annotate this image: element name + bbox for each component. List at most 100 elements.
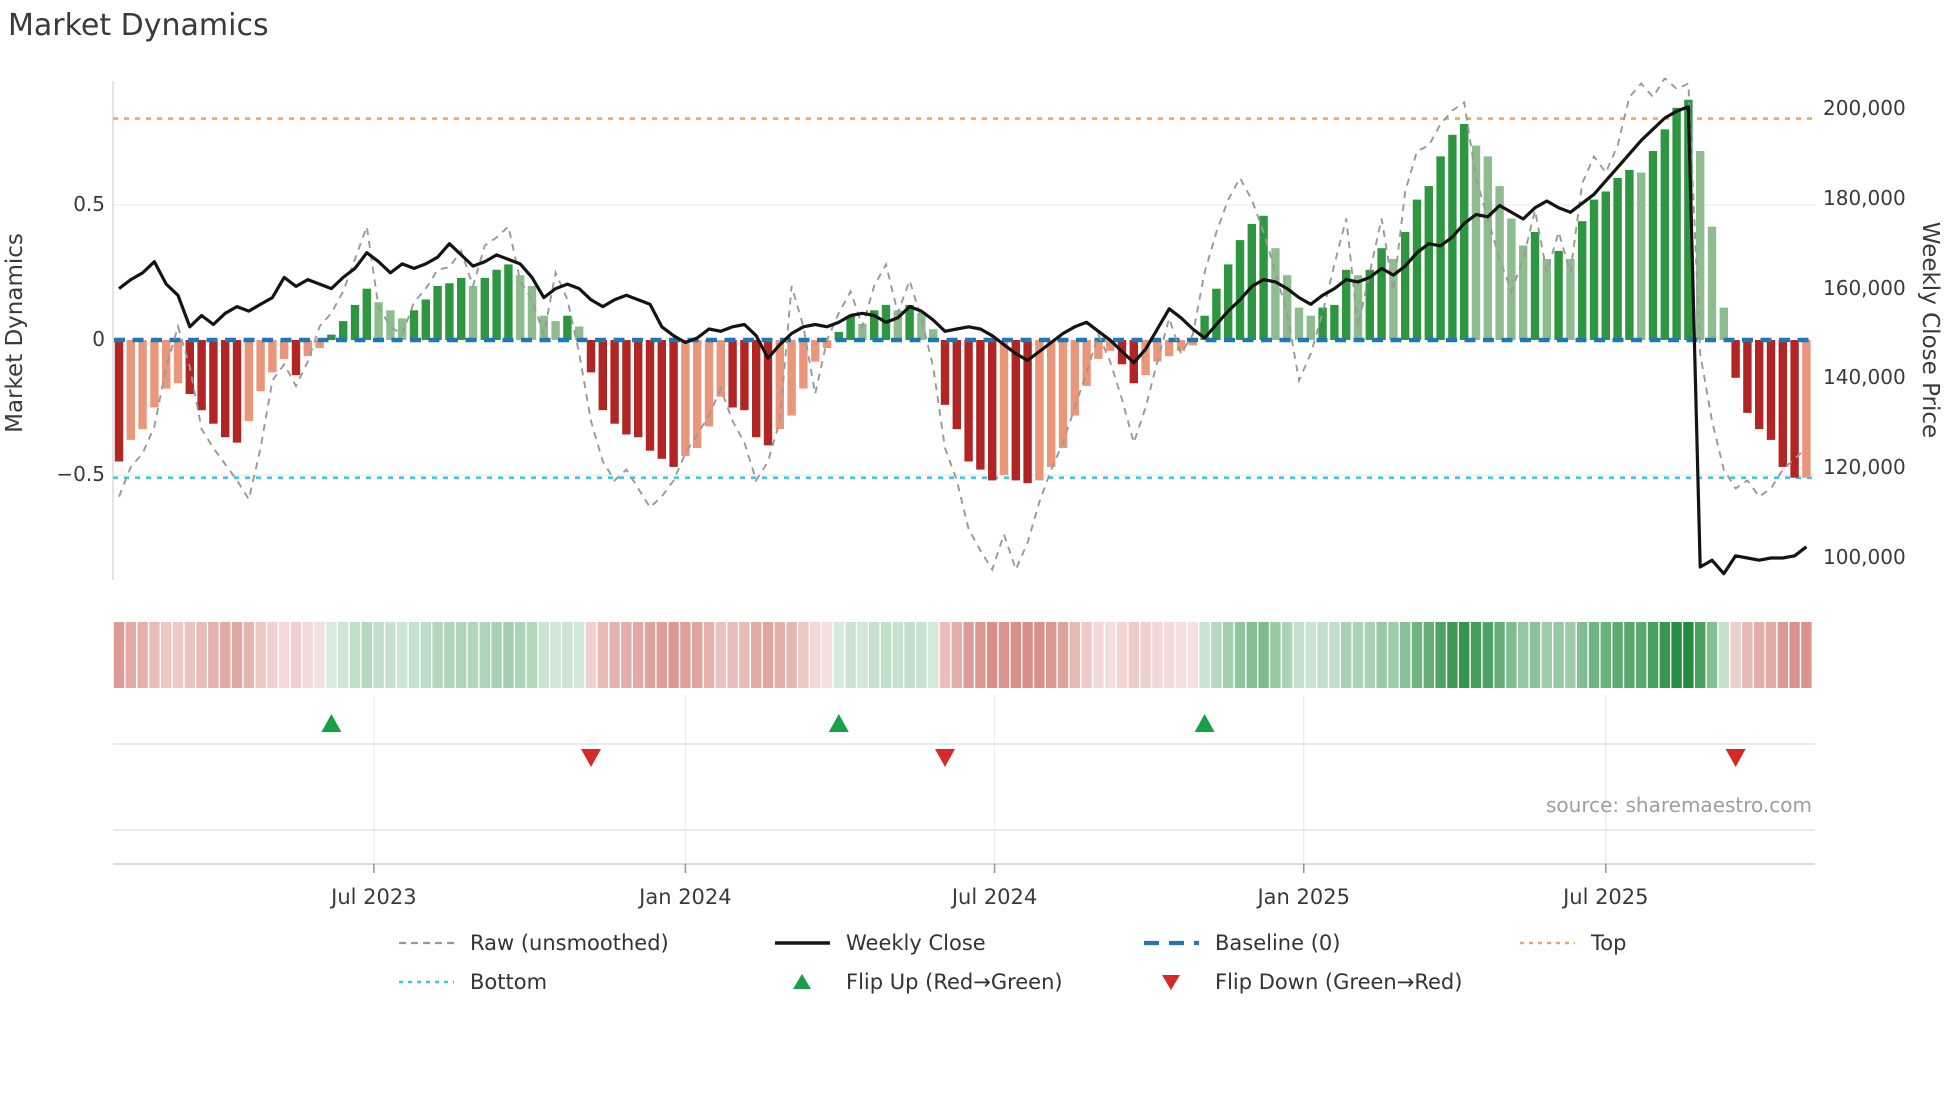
oscillator-bar <box>1424 186 1433 340</box>
oscillator-bar <box>1365 269 1374 340</box>
oscillator-bar <box>362 288 371 340</box>
heatmap-cell <box>963 622 974 688</box>
oscillator-bar <box>1578 221 1587 340</box>
heatmap-cell <box>1105 622 1116 688</box>
heatmap-cell <box>1718 622 1729 688</box>
heatmap-cell <box>1541 622 1552 688</box>
oscillator-bar <box>1601 191 1610 340</box>
heatmap-cell <box>444 622 455 688</box>
legend-item-flip-up: Flip Up (Red→Green) <box>773 969 1063 995</box>
heatmap-cell <box>420 622 431 688</box>
oscillator-bar <box>256 340 265 392</box>
oscillator-bar <box>1058 340 1068 448</box>
heatmap-cell <box>1034 622 1045 688</box>
oscillator-bar <box>657 340 666 459</box>
heatmap-cell <box>574 622 585 688</box>
y-tick-label: 0 <box>92 327 105 351</box>
chart-title: Market Dynamics <box>8 8 269 43</box>
heatmap-cell <box>668 622 679 688</box>
bottom-swatch-icon <box>397 970 456 994</box>
oscillator-bar <box>1283 275 1292 340</box>
heatmap-cell <box>869 622 880 688</box>
heatmap-cell <box>220 622 231 688</box>
heatmap-cell <box>385 622 396 688</box>
oscillator-bar <box>740 340 749 411</box>
heatmap-cell <box>1069 622 1080 688</box>
heatmap-cell <box>939 622 951 688</box>
oscillator-bar <box>551 321 560 340</box>
heatmap-cell <box>1010 622 1021 688</box>
heatmap-cell <box>703 622 715 688</box>
flip-up-marker-icon <box>1194 714 1215 732</box>
oscillator-bar <box>1495 186 1504 340</box>
oscillator-bar <box>917 313 926 340</box>
heatmap-cell <box>1258 622 1269 688</box>
oscillator-bar <box>681 340 690 457</box>
heatmap-cell <box>1293 622 1305 688</box>
oscillator-bar <box>1412 199 1422 340</box>
heatmap-cell <box>467 622 479 688</box>
heatmap-cell <box>585 622 597 688</box>
heatmap-cell <box>1730 622 1741 688</box>
oscillator-bar <box>1165 340 1174 357</box>
oscillator-bar <box>870 310 879 340</box>
oscillator-bar <box>1094 340 1103 359</box>
oscillator-bar <box>905 304 914 340</box>
heatmap-cell <box>951 622 962 688</box>
oscillator-bar <box>1519 245 1528 340</box>
oscillator-bar <box>1660 129 1669 340</box>
heatmap-cell <box>1270 622 1281 688</box>
oscillator-bar <box>563 315 572 340</box>
oscillator-bar <box>386 310 395 340</box>
oscillator-bar <box>1200 315 1209 340</box>
heatmap-cell <box>361 622 372 688</box>
heatmap-cell <box>526 622 538 688</box>
heatmap-cell <box>1152 622 1163 688</box>
heatmap-cell <box>762 622 774 688</box>
oscillator-bar <box>1070 340 1079 416</box>
heatmap-cell <box>1577 622 1588 688</box>
heatmap-cell <box>1317 622 1328 688</box>
oscillator-bar <box>1790 340 1799 478</box>
oscillator-bar <box>1707 226 1717 340</box>
heatmap-cell <box>538 622 549 688</box>
heatmap-cell <box>338 622 349 688</box>
oscillator-bar <box>799 340 808 389</box>
heatmap-cell <box>904 622 915 688</box>
legend-label: Weekly Close <box>846 931 986 955</box>
oscillator-bar <box>527 286 537 340</box>
heatmap-cell <box>1494 622 1505 688</box>
oscillator-bar <box>716 340 725 397</box>
heatmap-cell <box>1116 622 1128 688</box>
oscillator-bar <box>1247 223 1256 340</box>
oscillator-bar <box>929 329 938 340</box>
heatmap-cell <box>1671 622 1682 688</box>
heatmap-cell <box>857 622 868 688</box>
heatmap-cell <box>208 622 219 688</box>
heatmap-cell <box>798 622 809 688</box>
heatmap-cell <box>1057 622 1069 688</box>
oscillator-bar <box>999 340 1009 475</box>
heatmap-cell <box>1234 622 1246 688</box>
oscillator-bar <box>988 340 997 481</box>
y-tick-label: 0.5 <box>73 192 105 216</box>
oscillator-bar <box>232 340 242 443</box>
legend-item-bottom: Bottom <box>397 969 547 995</box>
heatmap-cell <box>397 622 408 688</box>
heatmap-cell <box>1435 622 1446 688</box>
oscillator-bar <box>1318 307 1327 340</box>
oscillator-bar <box>1153 340 1162 362</box>
oscillator-bar <box>610 340 619 424</box>
oscillator-bar <box>846 315 855 340</box>
heatmap-cell <box>1211 622 1222 688</box>
oscillator-bar <box>409 310 419 340</box>
x-tick-label: Jul 2025 <box>1563 885 1649 909</box>
oscillator-bar <box>1047 340 1056 467</box>
weekly-close-swatch-icon <box>773 931 832 955</box>
heatmap-cell <box>1612 622 1623 688</box>
oscillator-bar <box>268 340 277 373</box>
legend-label: Flip Down (Green→Red) <box>1215 970 1463 994</box>
heatmap-cell <box>1364 622 1375 688</box>
